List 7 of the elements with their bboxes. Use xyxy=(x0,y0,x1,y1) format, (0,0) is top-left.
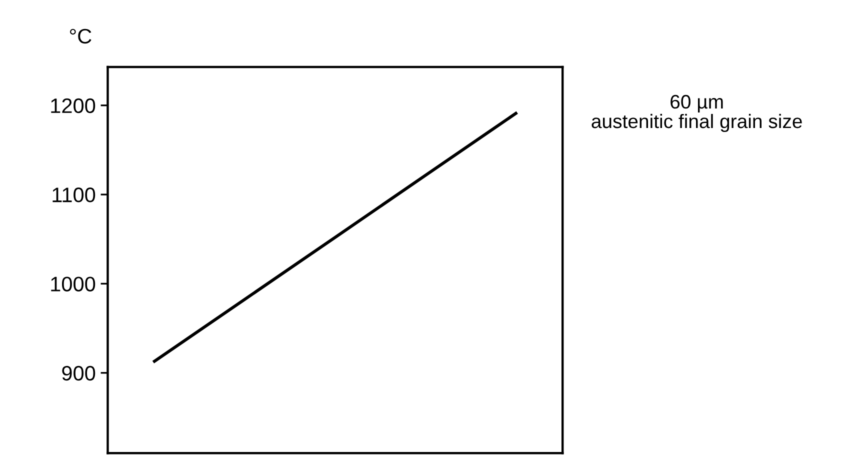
y-tick-label: 1100 xyxy=(52,188,96,202)
y-tick-label: 1000 xyxy=(51,276,96,292)
y-tick-label: 900 xyxy=(62,366,96,381)
line-series xyxy=(152,110,519,364)
text: 60 µm austenitic final grain size xyxy=(592,94,802,132)
y-axis-title: °C xyxy=(70,28,92,44)
y-tick-label: 1200 xyxy=(51,98,96,114)
